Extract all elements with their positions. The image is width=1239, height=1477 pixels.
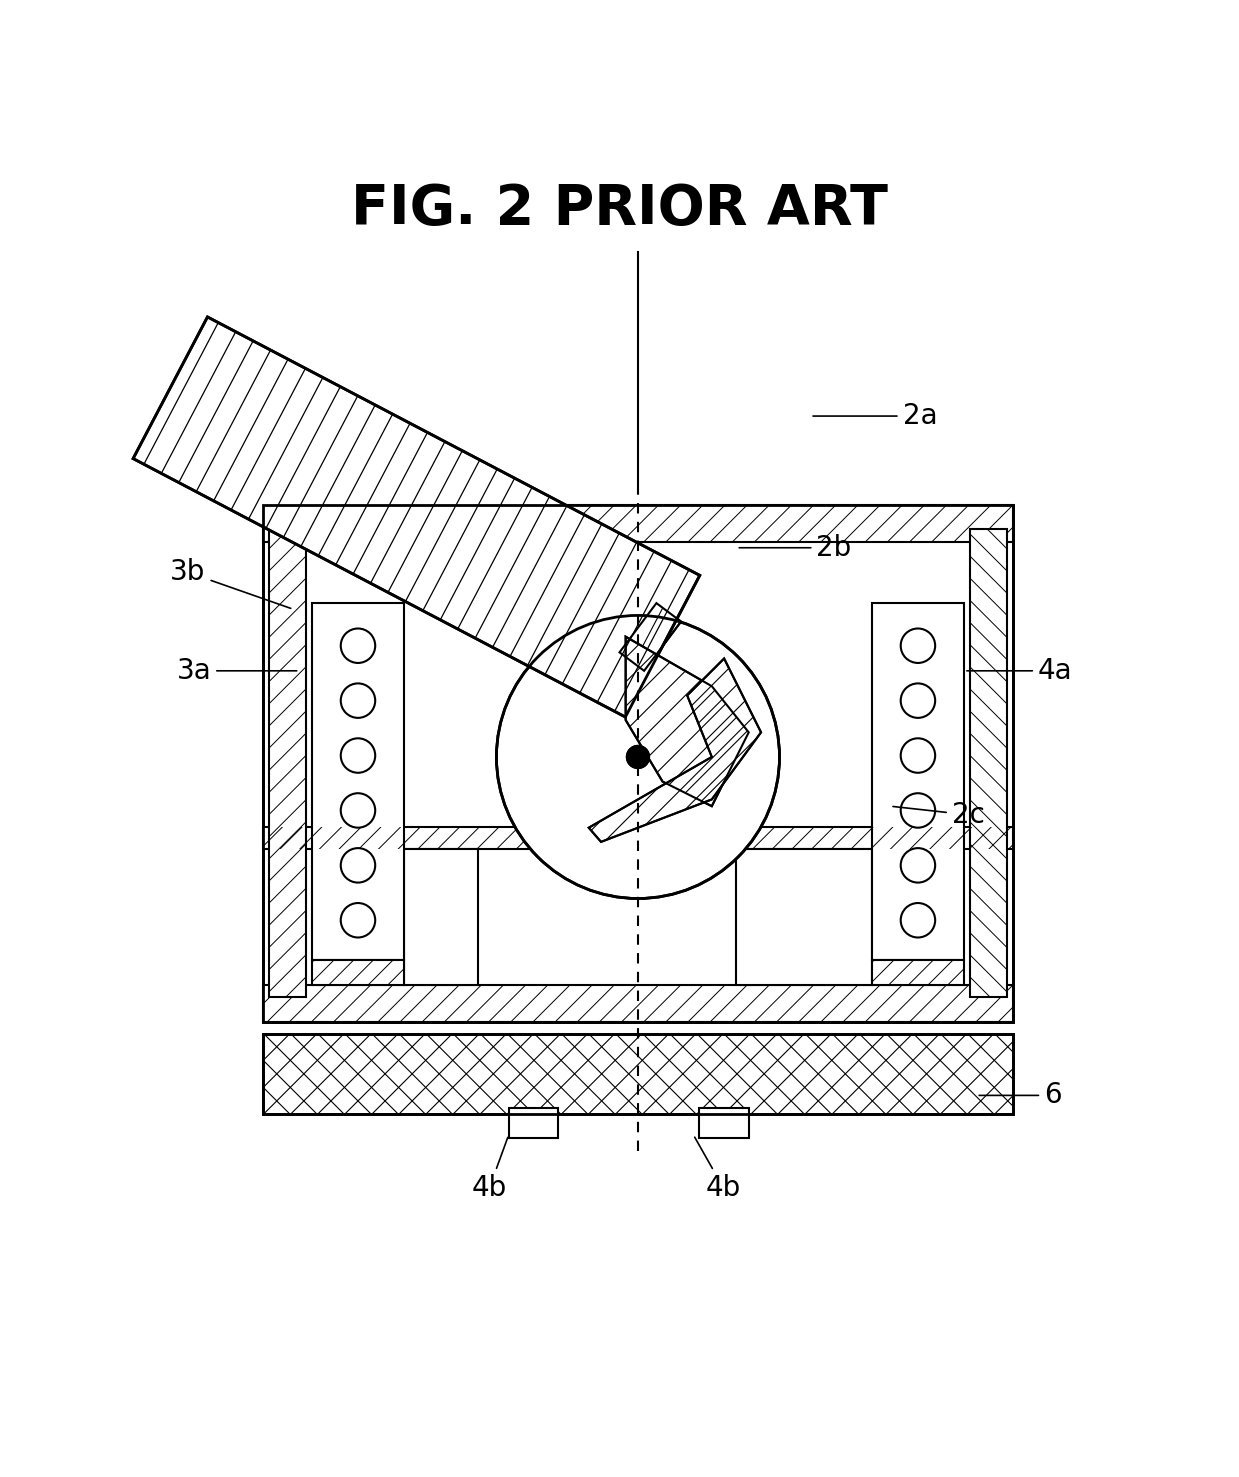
Circle shape <box>341 684 375 718</box>
Bar <box>263 1034 1014 1114</box>
Bar <box>700 1108 748 1139</box>
Polygon shape <box>626 637 748 806</box>
Circle shape <box>901 902 935 938</box>
Bar <box>263 827 1014 849</box>
Text: 2a: 2a <box>813 402 937 430</box>
Bar <box>263 505 1014 1022</box>
Circle shape <box>341 629 375 663</box>
Text: 4b: 4b <box>695 1137 741 1202</box>
Polygon shape <box>970 529 1007 997</box>
Circle shape <box>627 746 649 768</box>
Polygon shape <box>626 637 748 806</box>
Polygon shape <box>589 659 761 842</box>
Polygon shape <box>872 960 964 985</box>
Circle shape <box>341 848 375 883</box>
Circle shape <box>901 629 935 663</box>
Bar <box>312 603 404 960</box>
Polygon shape <box>970 529 1007 997</box>
Polygon shape <box>312 960 404 985</box>
Bar <box>263 1034 1014 1114</box>
Bar <box>872 603 964 960</box>
Bar <box>263 505 1014 1022</box>
Text: 3a: 3a <box>176 657 297 685</box>
Polygon shape <box>133 318 700 716</box>
Bar <box>263 1034 1014 1114</box>
Polygon shape <box>620 603 681 671</box>
Polygon shape <box>872 960 964 985</box>
Polygon shape <box>263 505 1014 542</box>
Bar <box>404 849 478 985</box>
Polygon shape <box>263 505 1014 542</box>
Polygon shape <box>263 985 1014 1022</box>
Circle shape <box>901 793 935 827</box>
Polygon shape <box>269 529 306 997</box>
Circle shape <box>341 738 375 772</box>
Circle shape <box>901 684 935 718</box>
Text: 4b: 4b <box>472 1137 508 1202</box>
Polygon shape <box>263 985 1014 1022</box>
Polygon shape <box>620 603 681 671</box>
Polygon shape <box>312 960 404 985</box>
Bar <box>263 827 1014 849</box>
Text: FIG. 2 PRIOR ART: FIG. 2 PRIOR ART <box>351 182 888 236</box>
Circle shape <box>627 746 649 768</box>
Circle shape <box>341 793 375 827</box>
Bar <box>509 1108 558 1139</box>
Bar <box>736 849 872 985</box>
Text: 3b: 3b <box>170 558 291 609</box>
Circle shape <box>901 738 935 772</box>
Text: 4a: 4a <box>966 657 1073 685</box>
Circle shape <box>341 902 375 938</box>
Polygon shape <box>133 318 700 716</box>
Polygon shape <box>589 659 761 842</box>
Circle shape <box>497 616 779 898</box>
Circle shape <box>901 848 935 883</box>
Text: 2b: 2b <box>740 533 851 561</box>
Text: 2c: 2c <box>893 801 985 829</box>
Text: 6: 6 <box>979 1081 1062 1109</box>
Polygon shape <box>269 529 306 997</box>
